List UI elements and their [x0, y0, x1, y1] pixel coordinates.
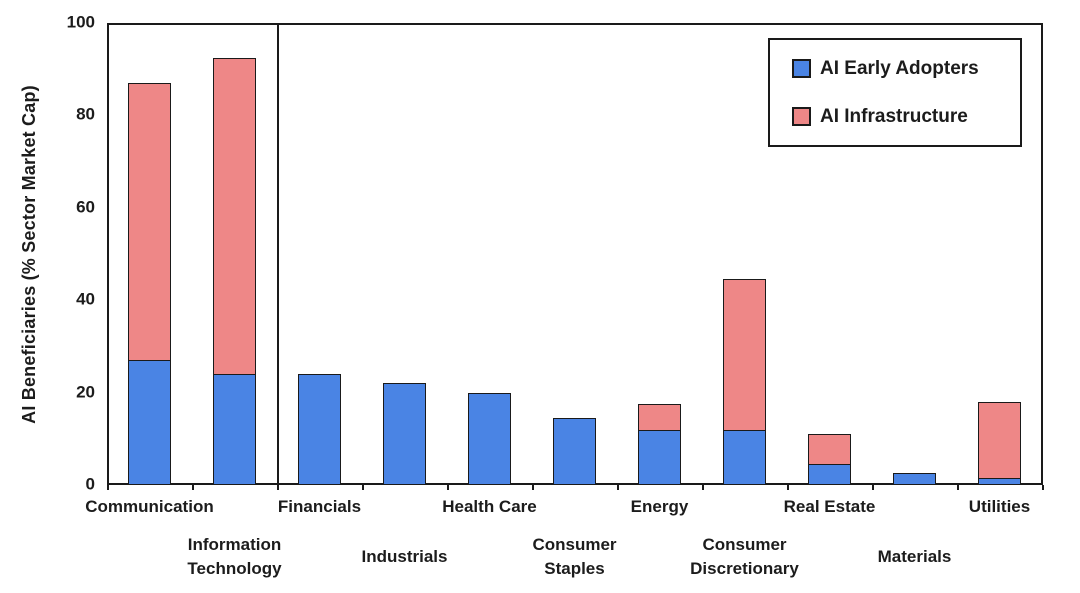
bar-segment-consumer-discretionary-ai-infrastructure — [723, 279, 766, 430]
bar-communication — [128, 83, 171, 485]
x-axis-label-line: Technology — [187, 559, 282, 578]
y-axis-tick-label-60: 60 — [76, 197, 95, 217]
x-axis-tick — [702, 485, 704, 490]
bar-segment-information-technology-ai-early-adopters — [213, 374, 256, 485]
x-axis-label-line: Financials — [277, 497, 362, 516]
bar-segment-consumer-staples-ai-early-adopters — [553, 418, 596, 485]
legend-swatch-ai-early-adopters — [792, 59, 811, 78]
bar-materials — [893, 473, 936, 485]
x-axis-label-line: Real Estate — [783, 497, 876, 516]
bar-segment-communication-ai-early-adopters — [128, 360, 171, 485]
legend-label: AI Infrastructure — [820, 105, 968, 127]
x-axis-label-industrials: Industrials — [305, 545, 505, 569]
x-axis-label-line: Consumer — [702, 535, 787, 554]
x-axis-tick — [447, 485, 449, 490]
x-axis-tick — [107, 485, 109, 490]
legend-item-ai-infrastructure: AI Infrastructure — [792, 106, 1020, 128]
bar-segment-energy-ai-infrastructure — [638, 404, 681, 430]
x-axis-tick — [532, 485, 534, 490]
x-axis-label-line: Health Care — [442, 497, 537, 516]
bar-segment-communication-ai-infrastructure — [128, 83, 171, 361]
bar-segment-industrials-ai-early-adopters — [383, 383, 426, 485]
bar-segment-energy-ai-early-adopters — [638, 429, 681, 485]
legend-item-ai-early-adopters: AI Early Adopters — [792, 58, 1020, 80]
x-axis-label-line: Information — [187, 535, 282, 554]
bar-energy — [638, 404, 681, 485]
x-axis-tick — [617, 485, 619, 490]
bar-segment-real-estate-ai-early-adopters — [808, 464, 851, 485]
x-axis-label-materials: Materials — [815, 545, 1015, 569]
bar-information-technology — [213, 57, 256, 485]
x-axis-label-financials: Financials — [220, 495, 420, 519]
x-axis-label-information-technology: Information Technology — [135, 533, 335, 581]
bar-segment-utilities-ai-infrastructure — [978, 401, 1021, 479]
x-axis-label-line: Staples — [544, 559, 605, 578]
y-axis-tick-label-100: 100 — [66, 12, 95, 32]
x-axis-label-line: Industrials — [361, 547, 448, 566]
x-axis-label-consumer-staples: Consumer Staples — [475, 533, 675, 581]
bar-real-estate — [808, 434, 851, 485]
bar-segment-consumer-discretionary-ai-early-adopters — [723, 429, 766, 485]
bar-utilities — [978, 401, 1021, 485]
bar-industrials — [383, 383, 426, 485]
x-axis-tick — [957, 485, 959, 490]
x-axis-label-line: Energy — [630, 497, 689, 516]
bar-segment-utilities-ai-early-adopters — [978, 478, 1021, 485]
x-axis-tick — [277, 485, 279, 490]
y-axis-title-text: AI Beneficiaries (% Sector Market Cap) — [18, 84, 39, 424]
x-axis-label-consumer-discretionary: Consumer Discretionary — [645, 533, 845, 581]
x-axis-tick — [192, 485, 194, 490]
bar-segment-materials-ai-early-adopters — [893, 473, 936, 485]
y-axis-tick-label-80: 80 — [76, 104, 95, 124]
x-axis-label-utilities: Utilities — [900, 495, 1080, 519]
x-axis-label-line: Materials — [877, 547, 952, 566]
y-axis-tick-label-0: 0 — [85, 474, 95, 494]
bar-segment-information-technology-ai-infrastructure — [213, 57, 256, 375]
legend-label: AI Early Adopters — [820, 57, 979, 79]
x-axis-label-line: Communication — [85, 497, 214, 516]
bar-segment-financials-ai-early-adopters — [298, 374, 341, 485]
x-axis-label-health-care: Health Care — [390, 495, 590, 519]
y-axis-tick-label-40: 40 — [76, 289, 95, 309]
x-axis-label-real-estate: Real Estate — [730, 495, 930, 519]
x-axis-label-communication: Communication — [50, 495, 250, 519]
x-axis-label-line: Utilities — [968, 497, 1031, 516]
legend: AI Early Adopters AI Infrastructure — [768, 38, 1022, 147]
x-axis-label-line: Discretionary — [690, 559, 799, 578]
bar-financials — [298, 374, 341, 485]
bar-consumer-staples — [553, 418, 596, 485]
bar-health-care — [468, 392, 511, 485]
x-axis-label-energy: Energy — [560, 495, 760, 519]
legend-swatch-ai-infrastructure — [792, 107, 811, 126]
category-separator-line — [277, 23, 279, 485]
x-axis-tick — [787, 485, 789, 490]
x-axis-tick — [872, 485, 874, 490]
bar-consumer-discretionary — [723, 279, 766, 485]
y-axis-title: AI Beneficiaries (% Sector Market Cap) — [6, 23, 52, 485]
bar-segment-health-care-ai-early-adopters — [468, 392, 511, 485]
x-axis-label-line: Consumer — [532, 535, 617, 554]
y-axis-tick-label-20: 20 — [76, 382, 95, 402]
x-axis-tick — [362, 485, 364, 490]
bar-segment-real-estate-ai-infrastructure — [808, 434, 851, 465]
x-axis-tick — [1042, 485, 1044, 490]
